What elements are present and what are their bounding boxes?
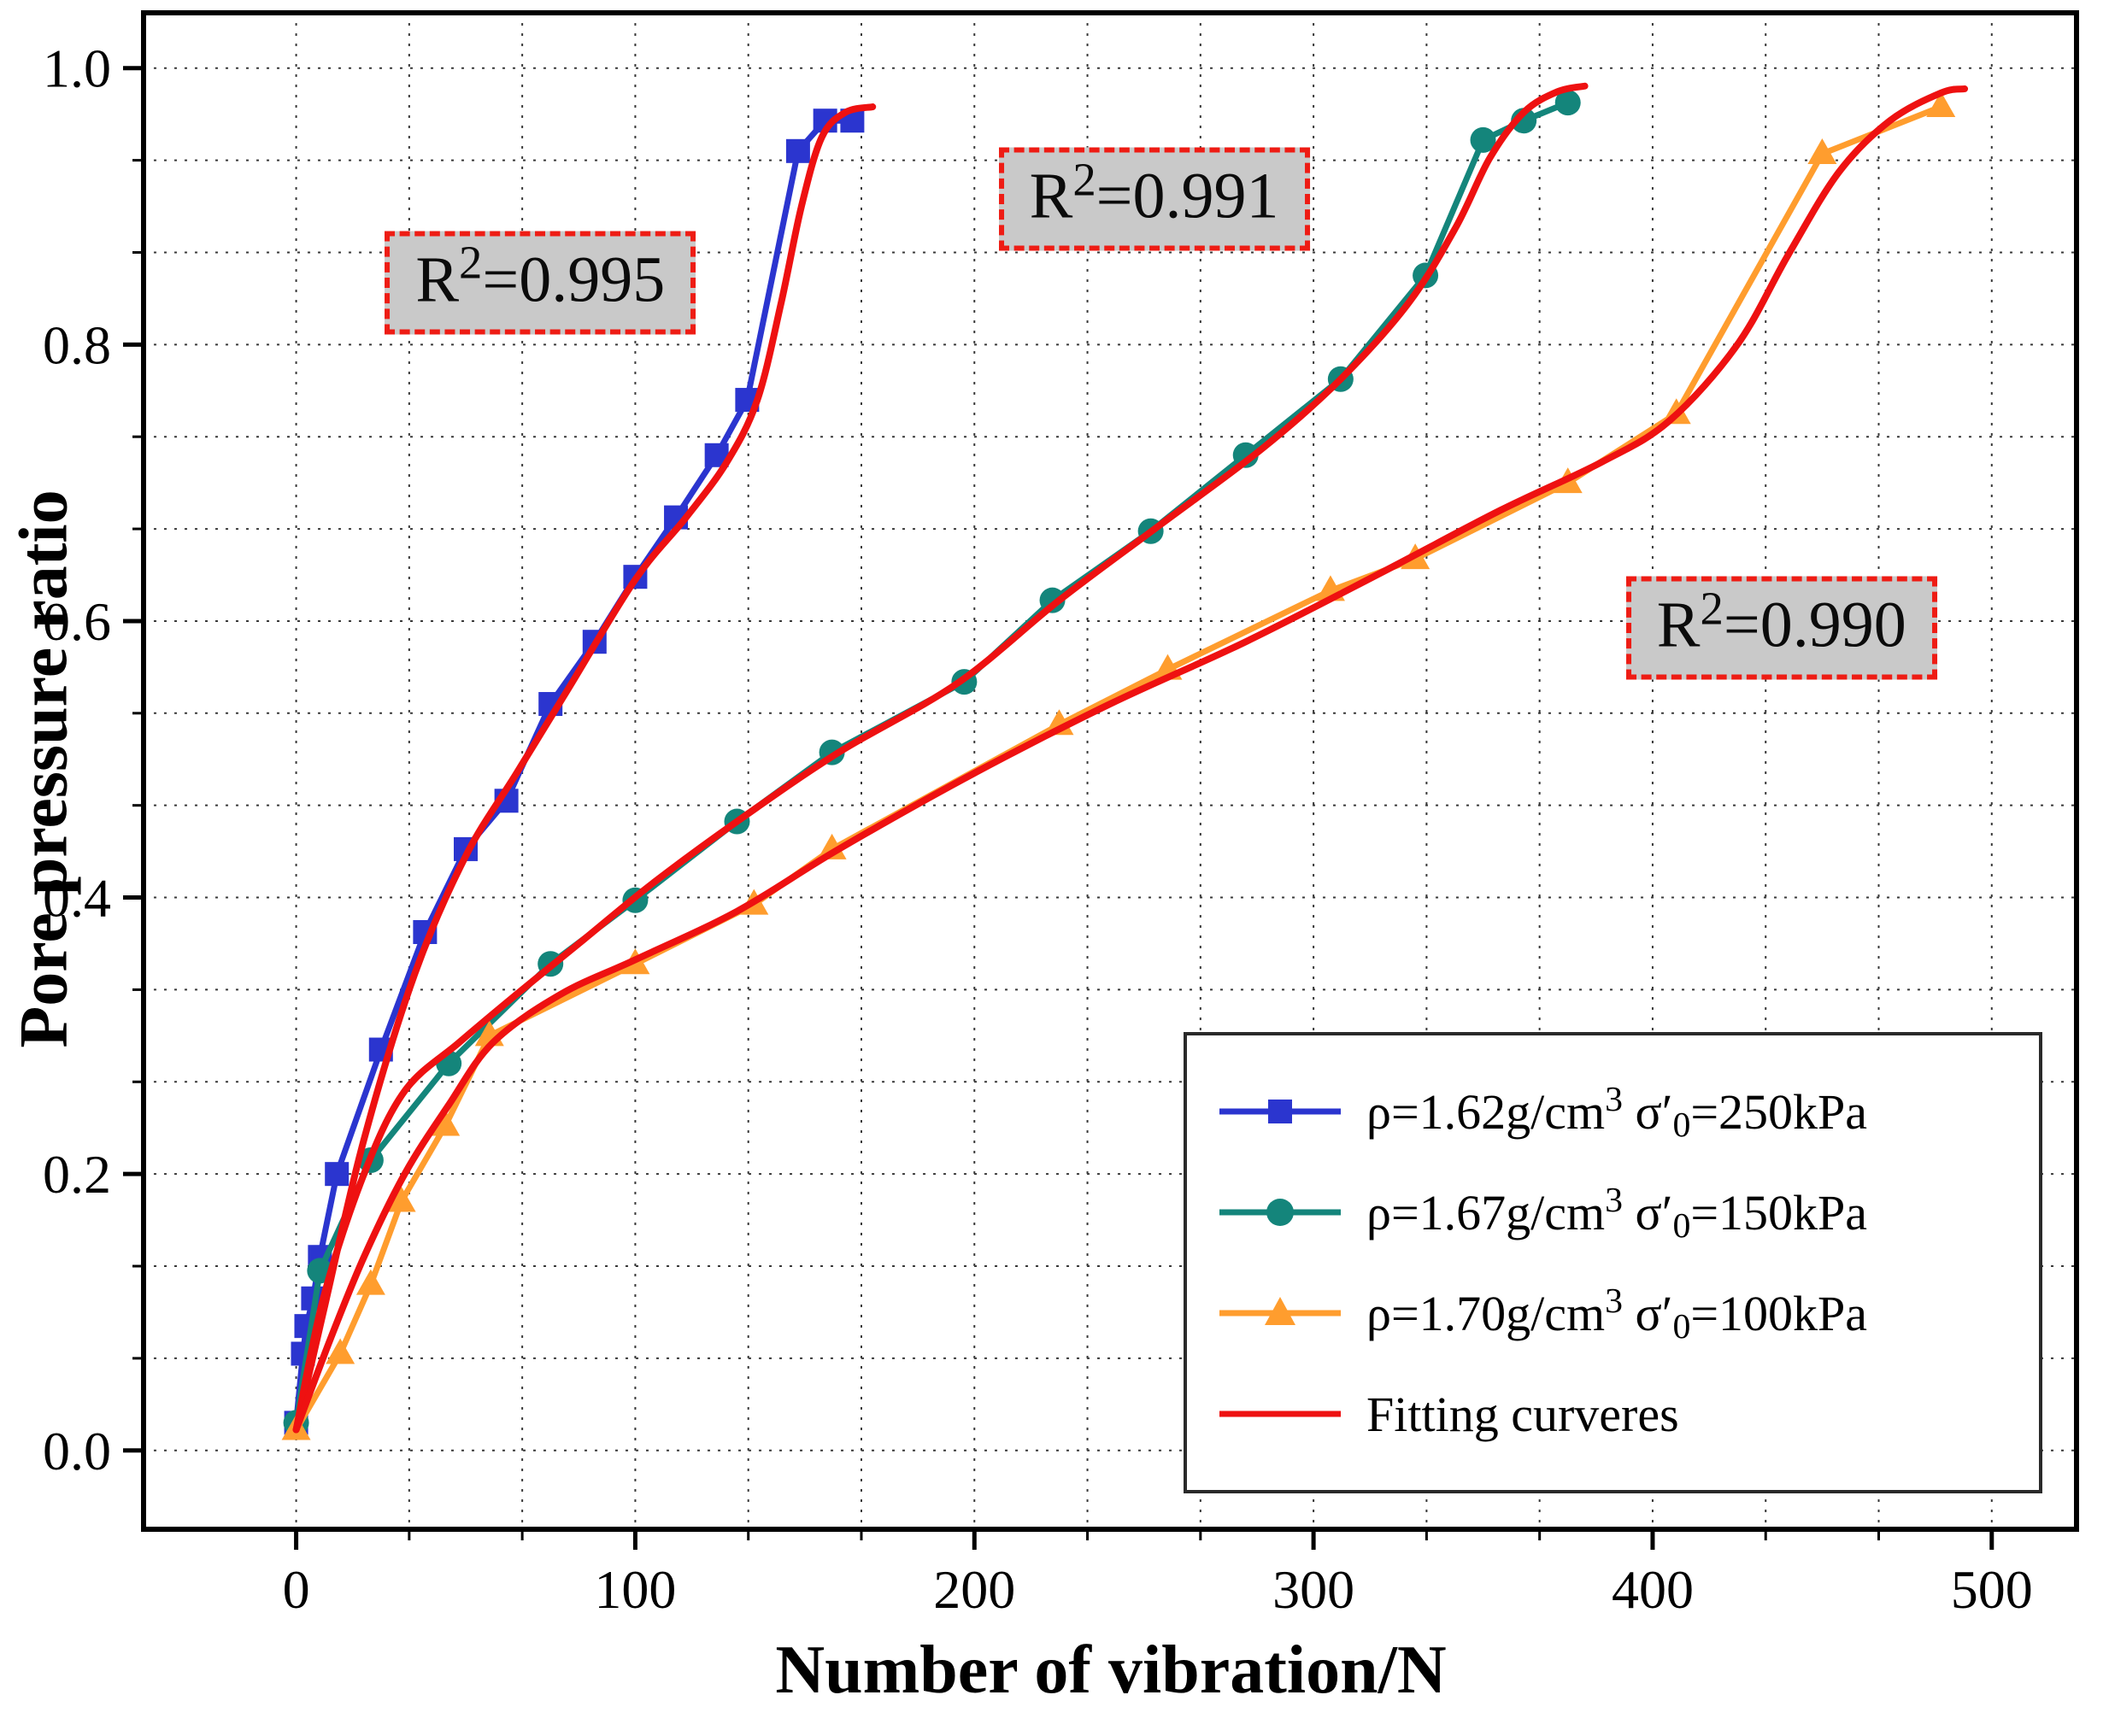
r-squared-annotation: R2=0.990 [1625,576,1937,680]
triangle-marker [326,1338,355,1364]
text-run: ρ=1.62g/cm [1366,1083,1606,1140]
square-marker [325,1162,350,1187]
legend: ρ=1.62g/cm3 σ′0=250kPa ρ=1.67g/cm3 σ′0=15… [1184,1032,2042,1493]
x-tick-label: 200 [933,1559,1015,1620]
sup-text: 2 [1700,582,1724,635]
text-run: =0.990 [1723,589,1906,661]
legend-item: ρ=1.70g/cm3 σ′0=100kPa [1216,1281,2010,1346]
legend-label: ρ=1.67g/cm3 σ′0=150kPa [1366,1181,1868,1245]
triangle-legend-marker-icon [1219,1297,1341,1325]
square-legend-marker-icon [1219,1100,1341,1123]
sup-text: 2 [459,236,483,289]
circle-marker [1232,442,1259,468]
x-tick-label: 0 [283,1559,310,1620]
sup-text: 3 [1605,1281,1623,1322]
text-run: =100kPa [1690,1285,1868,1341]
triangle-marker [431,1110,461,1136]
triangle-marker [817,833,847,859]
legend-label: ρ=1.62g/cm3 σ′0=250kPa [1366,1080,1868,1144]
y-tick-label: 0.4 [43,868,111,929]
text-run: =0.991 [1096,160,1279,232]
plot-frame [141,10,2079,1532]
line-legend-marker-icon [1219,1410,1341,1417]
fitting-curve [292,82,1589,1434]
x-axis-title: Number of vibration/N [775,1633,1447,1708]
triangle-marker [1926,91,1956,118]
text-run: σ′ [1623,1083,1673,1140]
triangle-marker [386,1186,416,1212]
text-run: ρ=1.67g/cm [1366,1184,1606,1240]
text-run: σ′ [1623,1285,1673,1341]
sup-text: 2 [1072,153,1096,206]
y-tick-label: 0.2 [43,1144,111,1205]
square-marker [785,138,810,163]
sub-text: 0 [1672,1306,1691,1346]
fitting-curve [292,103,877,1434]
legend-item: ρ=1.67g/cm3 σ′0=150kPa [1216,1181,2010,1246]
text-run: σ′ [1623,1184,1673,1240]
text-run: =0.995 [482,243,666,316]
text-run: =150kPa [1690,1184,1868,1240]
text-run: Fitting curveres [1366,1386,1679,1442]
y-tick-label: 0.6 [43,591,111,652]
y-tick-label: 1.0 [43,38,111,99]
legend-label: Fitting curveres [1366,1386,1679,1443]
fitting-curves [292,82,1969,1434]
x-tick-label: 300 [1272,1559,1354,1620]
fitting-curve [292,85,1969,1434]
y-tick-label: 0.0 [43,1421,111,1481]
r-squared-annotation: R2=0.991 [998,147,1310,251]
triangle-marker [1807,138,1837,165]
text-run: ρ=1.70g/cm [1366,1285,1606,1341]
circle-legend-marker-icon [1219,1199,1341,1226]
x-tick-label: 400 [1612,1559,1694,1620]
y-tick-label: 0.8 [43,314,111,375]
x-tick-label: 100 [594,1559,676,1620]
sup-text: 3 [1605,1080,1623,1120]
sup-text: 3 [1605,1181,1623,1221]
r-squared-annotation: R2=0.995 [385,231,696,335]
sub-text: 0 [1672,1205,1691,1246]
circle-marker [1554,90,1581,116]
triangle-marker [355,1269,385,1295]
legend-label: ρ=1.70g/cm3 σ′0=100kPa [1366,1281,1868,1346]
sub-text: 0 [1672,1105,1691,1145]
x-tick-label: 500 [1951,1559,2033,1620]
legend-item: Fitting curveres [1216,1384,2010,1444]
text-run: R [1029,160,1073,232]
text-run: R [1656,589,1701,661]
legend-item: ρ=1.62g/cm3 σ′0=250kPa [1216,1080,2010,1145]
text-run: R [415,243,460,316]
circle-marker [1470,126,1496,153]
y-axis-title: Pore pressure ratio [6,490,82,1048]
text-run: =250kPa [1690,1083,1868,1140]
